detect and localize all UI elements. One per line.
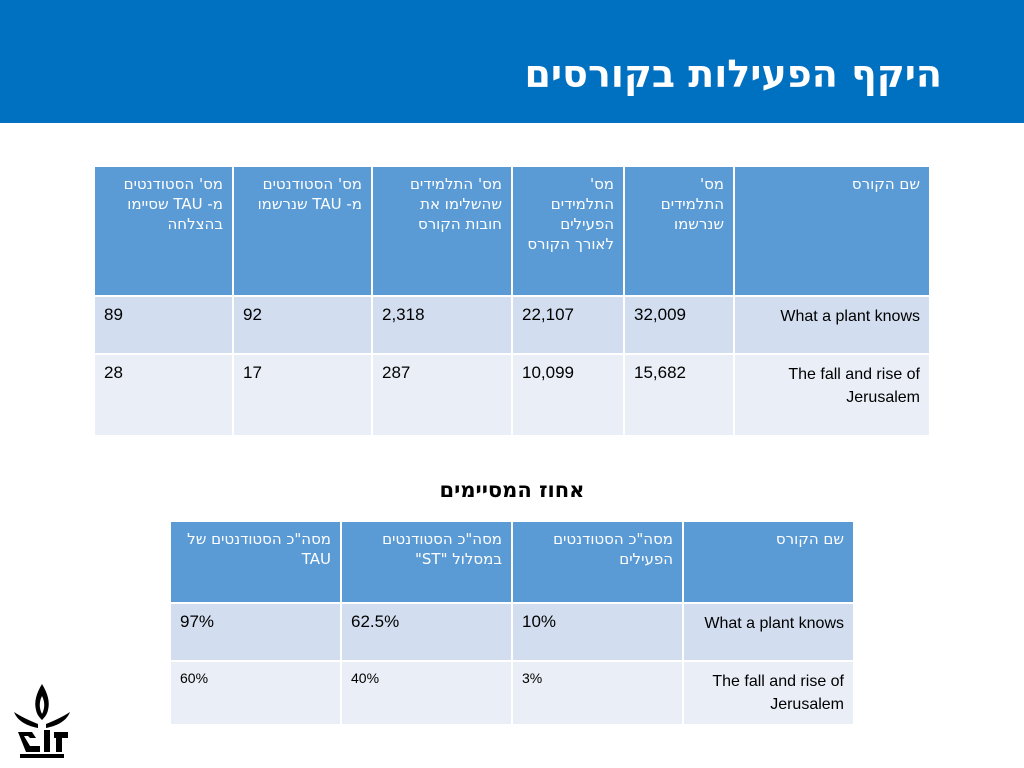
- table-cell: 28: [93, 353, 234, 437]
- table-cell: 3%: [511, 660, 684, 726]
- table-cell: 40%: [340, 660, 513, 726]
- table-cell: 92: [232, 295, 373, 355]
- table-cell: 17: [232, 353, 373, 437]
- column-header: שם הקורס: [733, 165, 931, 297]
- column-header: מס' הסטודנטים מ- TAU שנרשמו: [232, 165, 373, 297]
- column-header: מס' התלמידים הפעילים לאורך הקורס: [511, 165, 625, 297]
- table-cell: 10%: [511, 602, 684, 662]
- table-row: The fall and rise of Jerusalem 3% 40% 60…: [169, 660, 855, 726]
- table-header-row: שם הקורס מסה"כ הסטודנטים הפעילים מסה"כ ה…: [169, 520, 855, 604]
- table-header-row: שם הקורס מס' התלמידים שנרשמו מס' התלמידי…: [93, 165, 931, 297]
- column-header: מס' התלמידים שנרשמו: [623, 165, 735, 297]
- tel-aviv-university-logo-icon: [10, 682, 74, 760]
- table-cell: 89: [93, 295, 234, 355]
- completion-table: שם הקורס מסה"כ הסטודנטים הפעילים מסה"כ ה…: [169, 520, 855, 726]
- course-name-cell: What a plant knows: [733, 295, 931, 355]
- header-bar: היקף הפעילות בקורסים: [0, 0, 1024, 123]
- column-header: מסה"כ הסטודנטים הפעילים: [511, 520, 684, 604]
- table-cell: 22,107: [511, 295, 625, 355]
- page-title: היקף הפעילות בקורסים: [524, 52, 942, 96]
- table-cell: 15,682: [623, 353, 735, 437]
- column-header: שם הקורס: [682, 520, 855, 604]
- column-header: מס' התלמידים שהשלימו את חובות הקורס: [371, 165, 513, 297]
- table-cell: 2,318: [371, 295, 513, 355]
- table-cell: 97%: [169, 602, 342, 662]
- section-subtitle: אחוז המסיימים: [439, 478, 585, 502]
- table-row: What a plant knows 10% 62.5% 97%: [169, 602, 855, 662]
- table-row: The fall and rise of Jerusalem 15,682 10…: [93, 353, 931, 437]
- column-header: מס' הסטודנטים מ- TAU שסיימו בהצלחה: [93, 165, 234, 297]
- table-row: What a plant knows 32,009 22,107 2,318 9…: [93, 295, 931, 355]
- column-header: מסה"כ הסטודנטים במסלול "ST": [340, 520, 513, 604]
- course-name-cell: What a plant knows: [682, 602, 855, 662]
- course-name-cell: The fall and rise of Jerusalem: [733, 353, 931, 437]
- table-cell: 62.5%: [340, 602, 513, 662]
- column-header: מסה"כ הסטודנטים של TAU: [169, 520, 342, 604]
- table-cell: 287: [371, 353, 513, 437]
- table-cell: 10,099: [511, 353, 625, 437]
- activity-table: שם הקורס מס' התלמידים שנרשמו מס' התלמידי…: [93, 165, 931, 437]
- course-name-cell: The fall and rise of Jerusalem: [682, 660, 855, 726]
- table-cell: 32,009: [623, 295, 735, 355]
- table-cell: 60%: [169, 660, 342, 726]
